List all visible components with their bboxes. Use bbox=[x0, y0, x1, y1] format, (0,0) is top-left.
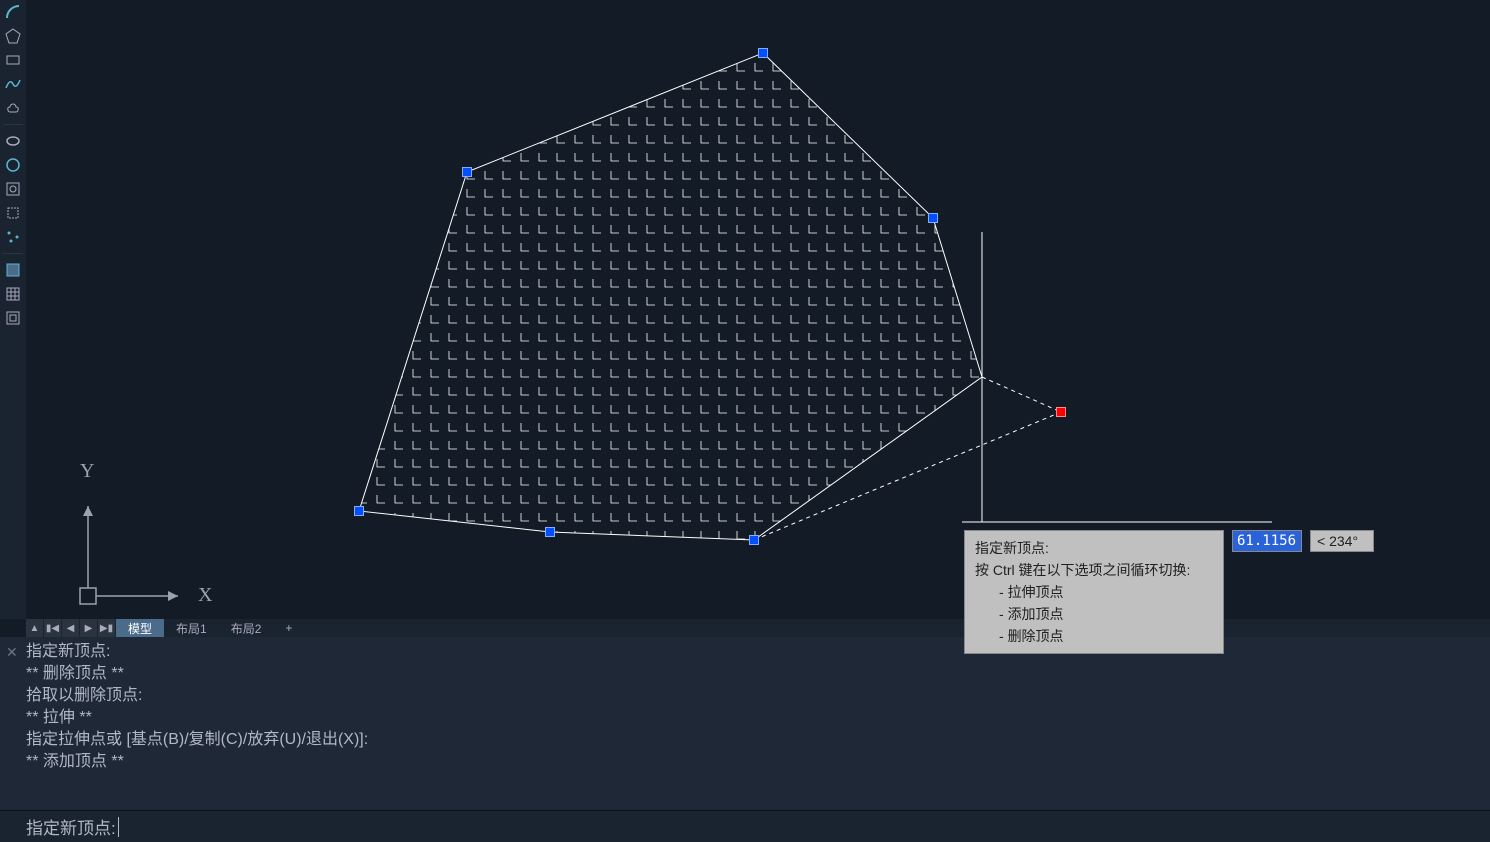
tooltip-option-2: - 删除顶点 bbox=[975, 625, 1213, 647]
command-prompt: 指定新顶点: bbox=[26, 814, 116, 839]
grip-5[interactable] bbox=[749, 535, 759, 545]
command-history: ✕ 指定新顶点:** 删除顶点 **拾取以删除顶点:** 拉伸 **指定拉伸点或… bbox=[0, 637, 1490, 810]
console-line-1: ** 删除顶点 ** bbox=[26, 663, 1482, 685]
toolbar-separator bbox=[3, 124, 23, 125]
grip-0[interactable] bbox=[758, 48, 768, 58]
tab-2[interactable]: 布局2 bbox=[219, 619, 274, 637]
tooltip-option-0: - 拉伸顶点 bbox=[975, 581, 1213, 603]
tool-point[interactable] bbox=[2, 227, 24, 247]
tool-rectangle[interactable] bbox=[2, 50, 24, 70]
console-line-2: 拾取以删除顶点: bbox=[26, 685, 1482, 707]
axis-label-y: Y bbox=[80, 460, 94, 483]
command-cursor bbox=[118, 817, 119, 837]
distance-input[interactable]: 61.1156 bbox=[1232, 530, 1302, 552]
tool-arc[interactable] bbox=[2, 2, 24, 22]
toolbar-separator-2 bbox=[3, 253, 23, 254]
tool-polygon[interactable] bbox=[2, 26, 24, 46]
tool-revcloud[interactable] bbox=[2, 98, 24, 118]
tab-0[interactable]: 模型 bbox=[116, 619, 164, 637]
tab-1[interactable]: 布局1 bbox=[164, 619, 219, 637]
tooltip-title: 指定新顶点: bbox=[975, 537, 1213, 559]
tool-ellipse[interactable] bbox=[2, 131, 24, 151]
dynamic-input-tooltip: 指定新顶点: 按 Ctrl 键在以下选项之间循环切换: - 拉伸顶点 - 添加顶… bbox=[964, 530, 1374, 654]
grip-2[interactable] bbox=[462, 167, 472, 177]
tool-group[interactable] bbox=[2, 308, 24, 328]
tab-nav-next[interactable]: ▶ bbox=[80, 619, 98, 637]
console-close-icon[interactable]: ✕ bbox=[6, 641, 18, 663]
axis-label-x: X bbox=[198, 584, 212, 607]
console-line-4: 指定拉伸点或 [基点(B)/复制(C)/放弃(U)/退出(X)]: bbox=[26, 729, 1482, 751]
grip-4[interactable] bbox=[545, 527, 555, 537]
tool-gradient[interactable] bbox=[2, 260, 24, 280]
tab-nav-last[interactable]: ▶▮ bbox=[98, 619, 116, 637]
vertex-tooltip: 指定新顶点: 按 Ctrl 键在以下选项之间循环切换: - 拉伸顶点 - 添加顶… bbox=[964, 530, 1224, 654]
draw-toolbar bbox=[0, 0, 26, 619]
console-line-3: ** 拉伸 ** bbox=[26, 707, 1482, 729]
tab-nav-first[interactable]: ▮◀ bbox=[44, 619, 62, 637]
tab-3[interactable]: + bbox=[273, 619, 304, 637]
tool-circle[interactable] bbox=[2, 155, 24, 175]
tooltip-subtitle: 按 Ctrl 键在以下选项之间循环切换: bbox=[975, 559, 1213, 581]
tooltip-option-1: - 添加顶点 bbox=[975, 603, 1213, 625]
tool-table[interactable] bbox=[2, 284, 24, 304]
drawing-canvas[interactable]: Y X bbox=[26, 0, 1490, 619]
console-line-5: ** 添加顶点 ** bbox=[26, 751, 1482, 773]
command-line[interactable]: 指定新顶点: bbox=[0, 810, 1490, 842]
tool-spline[interactable] bbox=[2, 74, 24, 94]
grip-3[interactable] bbox=[354, 506, 364, 516]
tab-nav-up[interactable]: ▲ bbox=[26, 619, 44, 637]
tool-hatch-icon[interactable] bbox=[2, 179, 24, 199]
tab-nav-prev[interactable]: ◀ bbox=[62, 619, 80, 637]
grip-1[interactable] bbox=[928, 213, 938, 223]
grip-6[interactable] bbox=[1056, 407, 1066, 417]
tab-nav: ▲ ▮◀ ◀ ▶ ▶▮ bbox=[26, 619, 116, 637]
tool-region[interactable] bbox=[2, 203, 24, 223]
angle-input[interactable]: < 234° bbox=[1310, 530, 1374, 552]
